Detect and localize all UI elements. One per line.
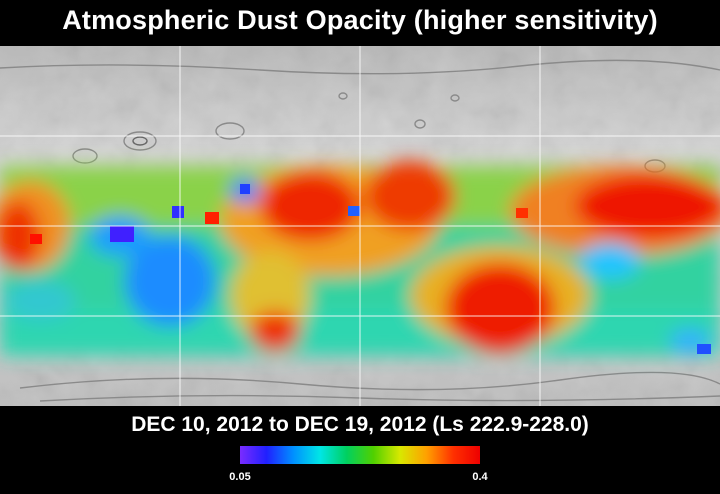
map-title: Atmospheric Dust Opacity (higher sensiti… [62, 5, 658, 35]
date-range-label: DEC 10, 2012 to DEC 19, 2012 (Ls 222.9-2… [131, 413, 589, 436]
dust-opacity-map [0, 46, 720, 406]
map-grid [0, 46, 720, 406]
colorbar [240, 446, 480, 464]
colorbar-max-label: 0.4 [472, 471, 488, 483]
colorbar-min-label: 0.05 [229, 471, 251, 483]
